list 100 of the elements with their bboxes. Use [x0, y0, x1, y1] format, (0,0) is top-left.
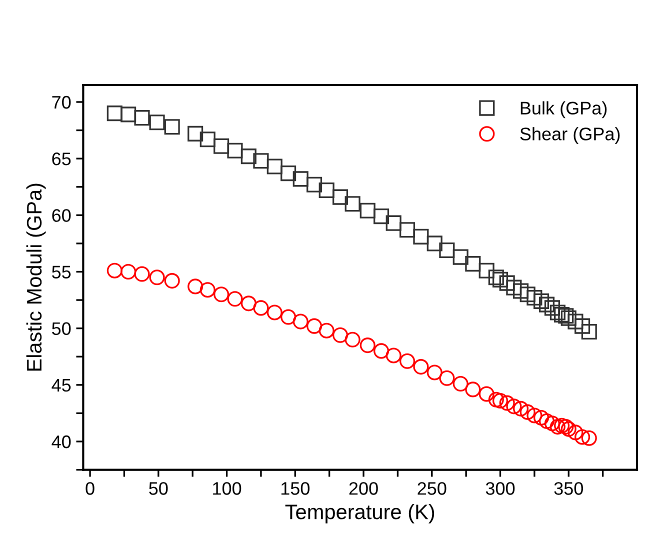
point	[399, 222, 416, 238]
legend-label: Shear (GPa)	[520, 127, 620, 144]
y-tick-label: 70	[52, 96, 71, 109]
point	[492, 272, 508, 288]
point	[164, 273, 180, 289]
x-tick-label: 0	[86, 482, 94, 495]
point	[332, 327, 348, 343]
point	[149, 270, 165, 286]
point	[306, 318, 322, 334]
point	[538, 413, 555, 429]
point	[554, 306, 570, 323]
point	[478, 386, 494, 402]
x-tick-label: 250	[418, 482, 446, 495]
point	[360, 338, 376, 354]
point	[520, 404, 536, 420]
point	[214, 286, 230, 302]
point	[266, 304, 282, 320]
point	[492, 392, 508, 409]
point	[227, 142, 243, 158]
point	[465, 256, 481, 272]
legend-label: Bulk (GPa)	[520, 101, 607, 118]
point	[499, 395, 515, 411]
y-tick-label: 40	[52, 435, 71, 448]
point	[280, 166, 296, 182]
point	[581, 430, 597, 446]
point	[134, 266, 150, 282]
point	[292, 171, 308, 187]
point	[534, 410, 550, 426]
point	[488, 270, 504, 286]
point	[478, 262, 494, 278]
y-axis-title: Elastic Moduli (GPa)	[26, 184, 46, 371]
point	[214, 138, 230, 154]
point	[520, 286, 536, 302]
point	[550, 304, 566, 320]
point	[318, 182, 334, 198]
point	[188, 278, 204, 294]
point	[200, 282, 216, 298]
point	[465, 382, 481, 398]
point	[544, 416, 560, 432]
y-tick-label: 60	[52, 209, 71, 222]
point	[344, 332, 360, 348]
point	[550, 419, 566, 435]
point	[374, 343, 390, 359]
x-tick-label: 200	[349, 482, 378, 495]
point	[568, 314, 584, 330]
point	[134, 110, 150, 126]
point	[200, 132, 216, 148]
y-tick-label: 55	[52, 266, 71, 278]
y-tick-label: 65	[52, 152, 71, 166]
x-axis-title: Temperature (K)	[285, 504, 434, 524]
point	[413, 359, 429, 375]
point	[386, 215, 402, 231]
point	[506, 280, 522, 296]
point	[280, 309, 296, 325]
point	[452, 249, 468, 265]
point	[164, 119, 180, 135]
point	[318, 322, 334, 338]
point	[253, 153, 269, 169]
point	[574, 429, 590, 445]
point	[413, 228, 429, 244]
point	[227, 291, 243, 307]
point	[399, 353, 416, 369]
x-tick-label: 300	[486, 482, 515, 495]
point	[188, 126, 204, 142]
point	[106, 262, 122, 278]
point	[374, 208, 390, 224]
point	[332, 189, 348, 205]
point	[306, 176, 322, 192]
point	[266, 158, 282, 174]
point	[344, 196, 360, 212]
point	[488, 392, 504, 408]
point	[512, 400, 529, 416]
point	[292, 314, 308, 330]
point	[554, 418, 570, 434]
y-tick-label: 45	[52, 379, 71, 392]
point	[574, 318, 590, 334]
point	[526, 290, 542, 306]
point	[439, 242, 455, 258]
point	[253, 300, 269, 316]
point	[360, 202, 376, 218]
x-tick-label: 50	[149, 482, 168, 495]
point	[120, 264, 136, 280]
point	[526, 408, 542, 424]
point	[452, 376, 468, 392]
point	[120, 106, 136, 122]
point	[506, 398, 522, 414]
point	[426, 364, 442, 380]
x-tick-label: 350	[554, 482, 583, 495]
point	[439, 370, 455, 386]
x-tick-label: 100	[213, 482, 242, 495]
point	[426, 236, 442, 252]
point	[149, 114, 165, 130]
point	[386, 348, 402, 364]
point	[499, 275, 515, 291]
point	[544, 300, 560, 316]
point	[538, 296, 555, 312]
point	[568, 424, 584, 440]
y-tick-label: 50	[52, 322, 71, 336]
point	[106, 106, 122, 122]
point	[534, 293, 550, 309]
